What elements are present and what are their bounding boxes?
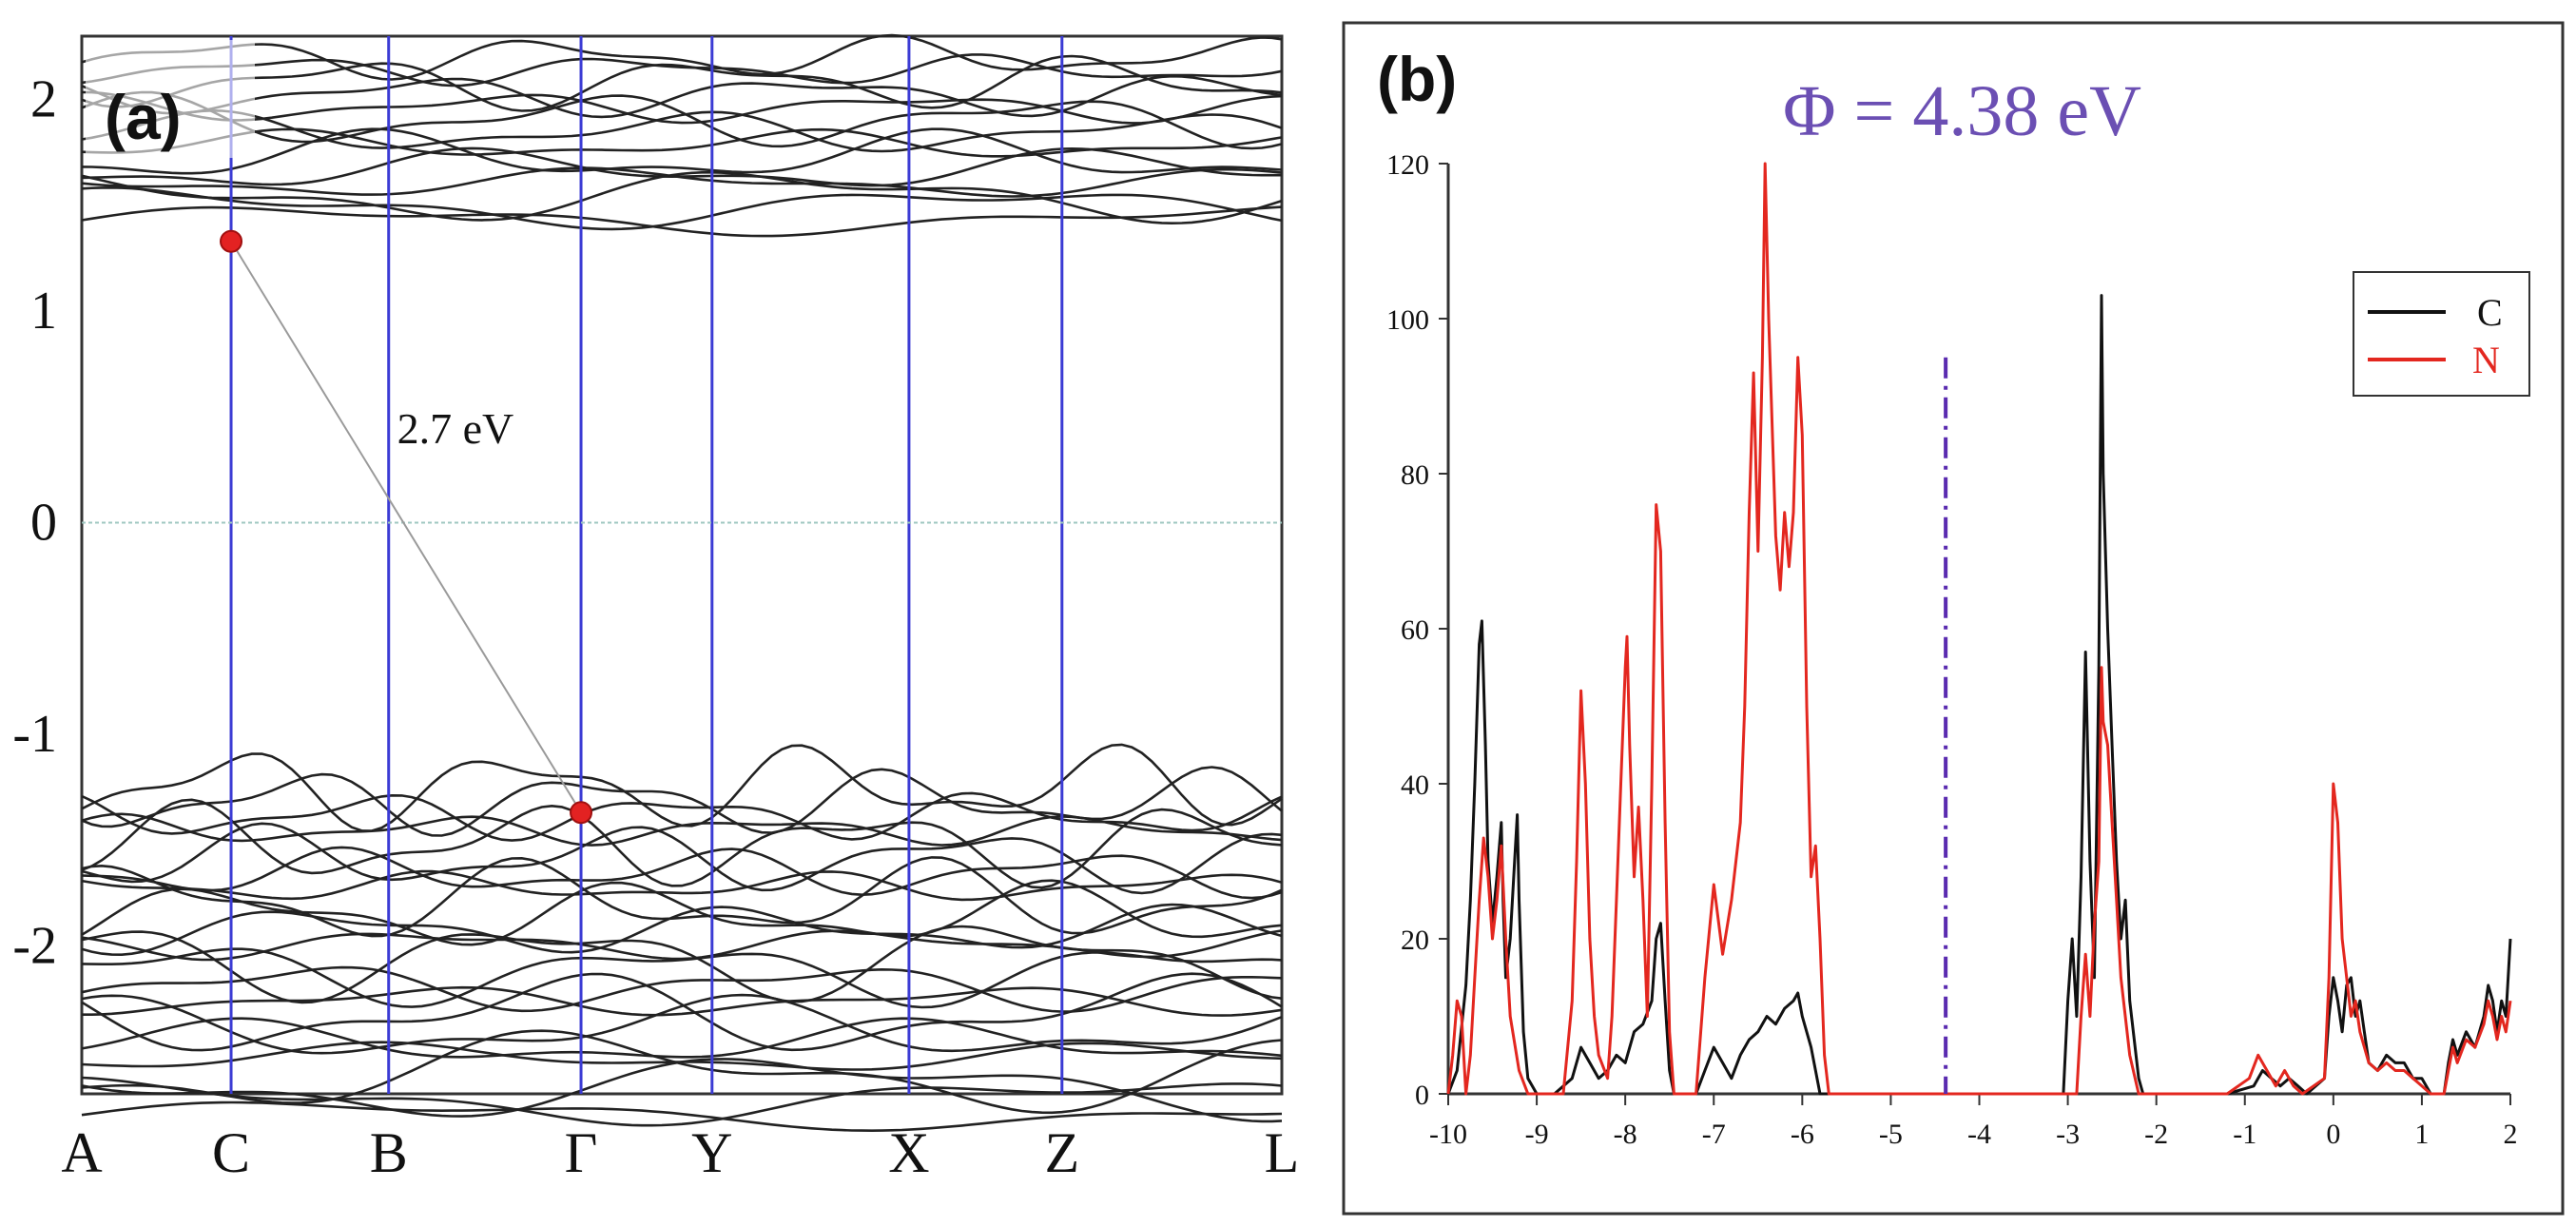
band-line [81,798,1283,889]
work-function-label: Φ = 4.38 eV [1783,71,2141,151]
band-line [81,53,1283,88]
kpoint-tick-label: A [61,1121,102,1184]
band-line [81,33,1283,81]
kpoint-tick-label: B [370,1121,408,1184]
band-structure-panel: 2.7 eV (a) 2 1 0 -1 -2 A C B Γ Y X Z L [12,33,1299,1184]
y-tick-label: 0 [1415,1080,1429,1111]
x-tick-label: 0 [2326,1119,2340,1150]
energy-tick-label: -1 [12,705,57,764]
kpoint-tick-label: Y [691,1121,732,1184]
y-tick-label: 40 [1401,769,1429,801]
band-line [81,127,1283,175]
band-line [81,146,1282,187]
kpoint-tick-label: Z [1044,1121,1079,1184]
x-tick-label: -10 [1429,1119,1467,1150]
band-line [81,1041,1283,1071]
band-line [81,127,1283,158]
legend: C N [2353,271,2530,397]
band-line [81,205,1283,238]
y-tick-label: 120 [1386,149,1429,181]
x-tick-label: 2 [2504,1119,2518,1150]
band-lines [81,33,1283,1133]
dos-series-c [1446,294,2512,1096]
kpoint-tick-label: X [888,1121,929,1184]
band-line [81,90,1283,150]
x-tick-label: -6 [1791,1119,1814,1150]
x-tick-label: -8 [1614,1119,1637,1150]
y-tick-label: 100 [1386,304,1429,336]
band-line [81,743,1283,832]
legend-box [2353,271,2530,397]
band-line [81,856,1283,938]
dos-outer-frame [1342,21,2565,1216]
y-tick-label: 60 [1401,614,1429,646]
x-tick-label: -9 [1525,1119,1549,1150]
band-line [81,1100,1283,1133]
dos-series-n [1446,162,2512,1096]
band-line [81,929,1283,962]
band-line [81,766,1283,837]
band-line [81,1017,1283,1059]
band-line [81,171,1283,225]
cbm-marker [220,229,243,253]
legend-label-c: C [2477,291,2503,334]
x-tick-label: -3 [2056,1119,2080,1150]
kpoint-lines [229,36,1064,1094]
kpoint-tick-label: L [1265,1121,1300,1184]
kpoint-tick-label: Γ [565,1121,598,1184]
band-line [82,985,1283,1017]
x-tick-label: -5 [1879,1119,1903,1150]
band-line [81,54,1283,112]
energy-tick-label: -2 [12,916,57,975]
panel-label-backdrop [86,40,255,158]
band-line [81,185,1283,231]
dos-series [1446,162,2512,1096]
x-tick-label: 1 [2414,1119,2429,1150]
x-tick-label: -2 [2144,1119,2168,1150]
band-gap-label: 2.7 eV [397,404,514,453]
x-tick-label: -7 [1702,1119,1726,1150]
band-line [81,846,1283,900]
panel-label-b: (b) [1377,44,1457,114]
energy-tick-label: 0 [30,494,57,553]
band-line [81,90,1283,125]
band-line [81,791,1283,842]
band-line [81,108,1283,153]
band-line [81,993,1283,1055]
band-line [81,74,1283,119]
band-line [81,972,1283,1052]
energy-tick-label: 1 [30,282,57,341]
y-tick-label: 80 [1401,459,1429,491]
x-tick-label: -4 [1967,1119,1991,1150]
band-line [81,1076,1283,1127]
kpoint-tick-label: C [212,1121,250,1184]
band-line [81,1029,1283,1115]
dos-panel: (b) Φ = 4.38 eV -10 -9 -8 -7 -6 -5 -4 -3 -2 -1 0 1 2… [1342,21,2565,1216]
band-line [81,869,1283,902]
energy-tick-labels: 2 1 0 -1 -2 [12,70,57,976]
y-tick-label: 20 [1401,925,1429,956]
band-line [81,965,1283,1013]
band-gap-line [230,241,582,813]
legend-label-n: N [2472,339,2500,381]
vbm-marker [570,801,593,825]
energy-tick-label: 2 [30,70,57,129]
panel-label-a: (a) [105,82,182,152]
x-tick-label: -1 [2233,1119,2256,1150]
